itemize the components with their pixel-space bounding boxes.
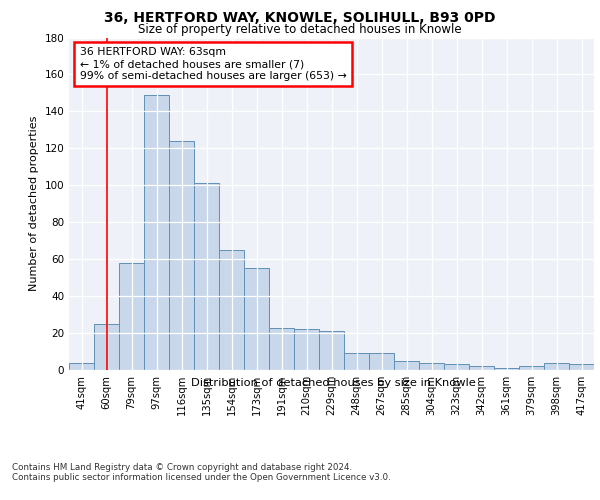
- Text: Distribution of detached houses by size in Knowle: Distribution of detached houses by size …: [191, 378, 475, 388]
- Bar: [144, 95, 169, 370]
- Bar: [394, 361, 419, 370]
- Text: Size of property relative to detached houses in Knowle: Size of property relative to detached ho…: [138, 22, 462, 36]
- Bar: [519, 366, 544, 370]
- Bar: [94, 324, 119, 370]
- Bar: [119, 263, 144, 370]
- Bar: [219, 250, 244, 370]
- Bar: [444, 364, 469, 370]
- Text: Contains HM Land Registry data © Crown copyright and database right 2024.
Contai: Contains HM Land Registry data © Crown c…: [12, 462, 391, 482]
- Bar: [469, 366, 494, 370]
- Text: 36, HERTFORD WAY, KNOWLE, SOLIHULL, B93 0PD: 36, HERTFORD WAY, KNOWLE, SOLIHULL, B93 …: [104, 11, 496, 25]
- Bar: [569, 364, 594, 370]
- Bar: [194, 184, 219, 370]
- Bar: [344, 354, 369, 370]
- Bar: [494, 368, 519, 370]
- Y-axis label: Number of detached properties: Number of detached properties: [29, 116, 39, 292]
- Bar: [69, 362, 94, 370]
- Bar: [269, 328, 294, 370]
- Bar: [369, 354, 394, 370]
- Bar: [419, 362, 444, 370]
- Bar: [319, 331, 344, 370]
- Bar: [294, 330, 319, 370]
- Text: 36 HERTFORD WAY: 63sqm
← 1% of detached houses are smaller (7)
99% of semi-detac: 36 HERTFORD WAY: 63sqm ← 1% of detached …: [79, 48, 346, 80]
- Bar: [169, 141, 194, 370]
- Bar: [244, 268, 269, 370]
- Bar: [544, 362, 569, 370]
